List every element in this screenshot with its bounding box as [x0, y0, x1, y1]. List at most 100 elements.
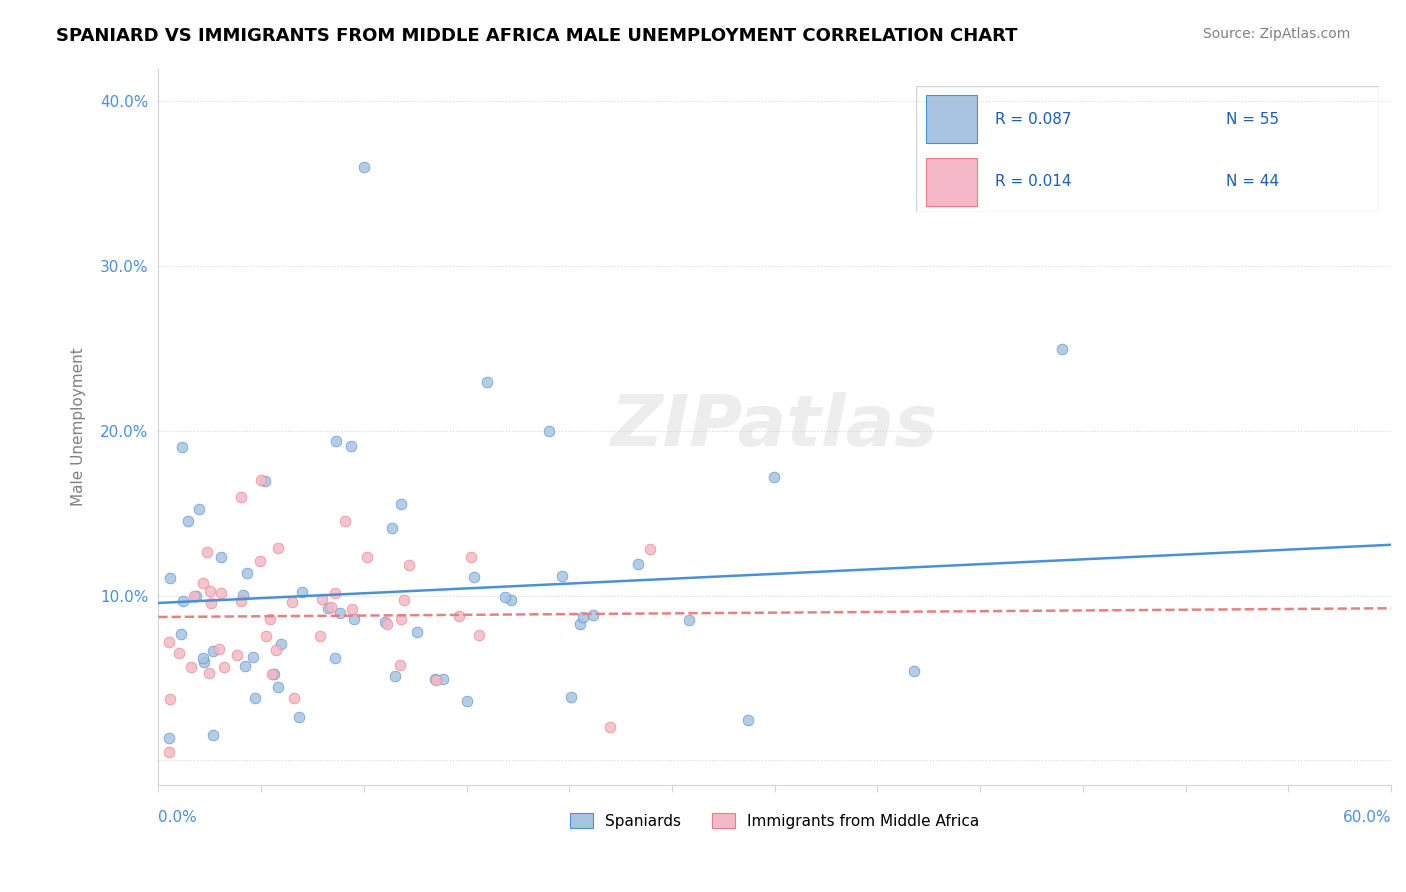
Point: [323, 585, 346, 599]
Point: [177, 514, 200, 528]
Point: [264, 643, 287, 657]
Point: [737, 713, 759, 727]
Point: [235, 566, 257, 580]
Point: [463, 570, 485, 584]
Point: [245, 691, 267, 706]
Point: [267, 680, 290, 694]
Point: [170, 440, 193, 454]
Point: [398, 558, 420, 572]
Text: 0.0%: 0.0%: [159, 810, 197, 825]
Point: [325, 434, 347, 448]
Point: [309, 630, 332, 644]
Point: [311, 591, 333, 606]
Point: [356, 550, 378, 565]
Point: [183, 589, 205, 603]
Point: [187, 501, 209, 516]
Point: [167, 646, 190, 660]
Point: [499, 593, 522, 607]
Point: [335, 514, 357, 528]
Point: [250, 474, 273, 488]
Point: [159, 691, 181, 706]
Point: [291, 584, 314, 599]
Point: [283, 691, 305, 706]
Point: [1052, 342, 1074, 356]
Point: [329, 607, 352, 621]
Point: [374, 615, 396, 629]
Point: [232, 588, 254, 602]
Point: [389, 612, 412, 626]
Point: [381, 521, 404, 535]
Point: [340, 439, 363, 453]
Point: [233, 659, 256, 673]
Point: [157, 745, 180, 759]
Point: [460, 550, 482, 565]
Point: [343, 612, 366, 626]
Point: [494, 590, 516, 604]
Point: [287, 710, 309, 724]
Text: ZIPatlas: ZIPatlas: [612, 392, 938, 461]
Point: [260, 667, 283, 681]
Point: [475, 375, 498, 389]
Point: [763, 469, 786, 483]
Point: [157, 635, 180, 649]
Point: [569, 617, 592, 632]
Point: [537, 424, 560, 438]
Point: [281, 595, 304, 609]
Point: [406, 625, 429, 640]
Point: [626, 558, 648, 572]
Point: [456, 694, 478, 708]
Point: [321, 599, 343, 614]
Point: [582, 608, 605, 623]
Point: [229, 490, 252, 504]
Point: [209, 550, 232, 565]
Point: [353, 161, 375, 175]
Point: [209, 586, 232, 600]
Point: [571, 610, 593, 624]
Point: [180, 660, 202, 674]
Point: [638, 542, 661, 557]
Point: [678, 613, 700, 627]
Y-axis label: Male Unemployment: Male Unemployment: [72, 347, 86, 506]
Point: [208, 641, 231, 656]
Point: [200, 597, 222, 611]
Text: 60.0%: 60.0%: [1343, 810, 1391, 825]
Point: [392, 593, 415, 607]
Point: [599, 721, 621, 735]
Text: Source: ZipAtlas.com: Source: ZipAtlas.com: [1202, 27, 1350, 41]
Point: [447, 609, 470, 624]
Point: [225, 648, 247, 662]
Point: [197, 665, 219, 680]
Point: [254, 474, 277, 488]
Point: [157, 731, 180, 746]
Point: [254, 629, 277, 643]
Point: [201, 643, 224, 657]
Point: [159, 571, 181, 585]
Point: [263, 667, 285, 681]
Point: [198, 583, 221, 598]
Point: [384, 669, 406, 683]
Point: [202, 728, 225, 742]
Point: [170, 627, 193, 641]
Point: [212, 660, 235, 674]
Point: [423, 672, 446, 686]
Text: SPANIARD VS IMMIGRANTS FROM MIDDLE AFRICA MALE UNEMPLOYMENT CORRELATION CHART: SPANIARD VS IMMIGRANTS FROM MIDDLE AFRIC…: [56, 27, 1018, 45]
Point: [425, 673, 447, 688]
Legend: Spaniards, Immigrants from Middle Africa: Spaniards, Immigrants from Middle Africa: [564, 806, 986, 835]
Point: [903, 664, 925, 678]
Point: [191, 650, 214, 665]
Point: [323, 651, 346, 665]
Point: [389, 497, 412, 511]
Point: [242, 649, 264, 664]
Point: [375, 617, 398, 632]
Point: [193, 655, 215, 669]
Point: [389, 658, 412, 673]
Point: [195, 545, 218, 559]
Point: [550, 568, 572, 582]
Point: [229, 594, 252, 608]
Point: [186, 589, 208, 603]
Point: [249, 553, 271, 567]
Point: [259, 612, 281, 626]
Point: [267, 541, 290, 556]
Point: [340, 601, 363, 615]
Point: [467, 628, 489, 642]
